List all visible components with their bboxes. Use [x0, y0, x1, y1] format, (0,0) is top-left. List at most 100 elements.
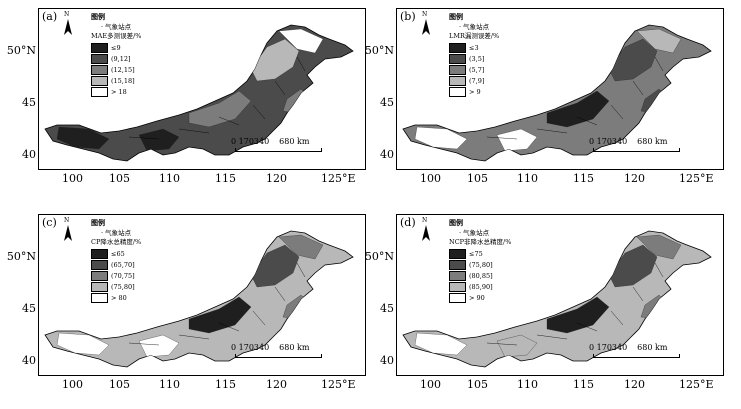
- legend-class: (15,18]: [91, 75, 141, 86]
- map-panel-b: (b) N 图例 · 气象站点 LMR漏测误差/% ≤3 (3,5] (5,7] (7…: [396, 8, 724, 170]
- legend-class-label: > 90: [469, 293, 485, 302]
- legend-title: 图例: [91, 218, 105, 227]
- legend-swatch: [91, 64, 108, 75]
- legend-class: ≤9: [91, 42, 141, 53]
- legend-swatch: [449, 259, 466, 270]
- scale-bar: 0 170340 680 km: [589, 343, 684, 365]
- x-tick-label: 105: [467, 172, 488, 185]
- legend-station-label: 气象站点: [105, 23, 132, 31]
- legend-class-label: (80,85]: [469, 271, 493, 280]
- north-arrow-icon: [64, 19, 72, 35]
- x-tick-label: 110: [159, 378, 180, 391]
- scale-unit: 680 km: [637, 343, 668, 352]
- x-tick-label: 120: [624, 172, 645, 185]
- class-region: [250, 38, 300, 82]
- north-arrow-icon: [64, 225, 72, 241]
- legend-class-label: (65,70]: [111, 260, 135, 269]
- legend-swatch: [449, 42, 466, 53]
- scale-bar: 0 170340 680 km: [231, 137, 326, 159]
- y-tick-label: 50°N: [6, 250, 36, 263]
- legend-class-label: ≤9: [111, 43, 121, 52]
- class-region: [636, 28, 682, 54]
- legend-station-label: 气象站点: [463, 23, 490, 31]
- legend-swatch: [449, 86, 466, 97]
- class-region: [278, 28, 324, 54]
- legend-class: (70,75]: [91, 270, 141, 281]
- legend-title: 图例: [91, 12, 105, 21]
- y-tick-label: 45: [380, 302, 394, 315]
- legend-station: · 气象站点: [459, 23, 490, 31]
- y-tick-label: 50°N: [364, 250, 394, 263]
- legend-swatch: [449, 53, 466, 64]
- scale-bar-graphic: [593, 148, 680, 152]
- legend-class: (85,90]: [449, 281, 511, 292]
- scale-unit: 680 km: [279, 137, 310, 146]
- x-tick-label: 125°E: [321, 378, 356, 391]
- legend-swatch: [91, 281, 108, 292]
- y-tick-label: 40: [22, 354, 36, 367]
- legend-title: 图例: [449, 12, 463, 21]
- scale-unit: 680 km: [637, 137, 668, 146]
- legend: 图例 · 气象站点 MAE多测误差/% ≤9 (9,12] (12,15] (15,1…: [91, 13, 141, 97]
- legend-class-label: ≤3: [469, 43, 479, 52]
- x-tick-label: 125°E: [321, 172, 356, 185]
- legend-class-label: (15,18]: [111, 76, 135, 85]
- x-tick-label: 115: [215, 378, 236, 391]
- x-tick-label: 110: [517, 378, 538, 391]
- class-region: [56, 332, 110, 356]
- class-region: [546, 90, 610, 128]
- north-arrow-icon: [422, 19, 430, 35]
- y-tick-label: 40: [380, 148, 394, 161]
- map-panel-a: (a) N 图例 · 气象站点 MAE多测误差/% ≤9 (9,12] (12,15…: [38, 8, 366, 170]
- y-tick-label: 40: [22, 148, 36, 161]
- legend-swatch: [91, 53, 108, 64]
- x-tick-label: 110: [517, 172, 538, 185]
- legend-class: > 18: [91, 86, 141, 97]
- legend-swatch: [449, 270, 466, 281]
- legend-class-label: (70,75]: [111, 271, 135, 280]
- legend-station: · 气象站点: [459, 229, 490, 237]
- legend-class: > 80: [91, 292, 141, 303]
- x-tick-label: 125°E: [679, 378, 714, 391]
- x-tick-label: 105: [109, 378, 130, 391]
- x-tick-label: 105: [467, 378, 488, 391]
- admin-boundaries: [486, 56, 664, 140]
- legend-swatch: [91, 270, 108, 281]
- legend-variable: CP降水总精度/%: [91, 238, 142, 246]
- legend-class: > 9: [449, 86, 499, 97]
- legend-class: (9,12]: [91, 53, 141, 64]
- scale-bar: 0 170340 680 km: [231, 343, 326, 365]
- class-region: [546, 296, 610, 334]
- class-region: [278, 234, 324, 260]
- panel-label: (d): [400, 216, 416, 229]
- x-tick-label: 110: [159, 172, 180, 185]
- legend-class: ≤3: [449, 42, 499, 53]
- y-tick-label: 45: [22, 302, 36, 315]
- legend-swatch: [91, 86, 108, 97]
- y-tick-label: 45: [380, 96, 394, 109]
- map-canvas: [402, 24, 712, 162]
- x-tick-label: 120: [266, 172, 287, 185]
- legend-swatch: [91, 248, 108, 259]
- scale-unit: 680 km: [279, 343, 310, 352]
- admin-boundaries: [128, 262, 306, 346]
- class-region: [608, 38, 658, 82]
- legend-class-label: (3,5]: [469, 54, 485, 63]
- panel-label: (b): [400, 10, 416, 23]
- legend-class: ≤75: [449, 248, 511, 259]
- legend-class-label: (7,9]: [469, 76, 485, 85]
- legend-class-label: > 18: [111, 87, 127, 96]
- legend-swatch: [91, 42, 108, 53]
- scale-text: 0 170340: [589, 137, 628, 146]
- class-region: [188, 90, 252, 128]
- legend-title: 图例: [449, 218, 463, 227]
- legend-class: (80,85]: [449, 270, 511, 281]
- map-canvas: [402, 230, 712, 368]
- north-arrow-label: N: [422, 11, 428, 18]
- y-tick-label: 50°N: [6, 44, 36, 57]
- x-tick-label: 115: [573, 378, 594, 391]
- map-canvas: [44, 230, 354, 368]
- north-arrow: N: [421, 11, 431, 37]
- legend: 图例 · 气象站点 LMR漏测误差/% ≤3 (3,5] (5,7] (7,9] > 9: [449, 13, 499, 97]
- admin-boundaries: [486, 262, 664, 346]
